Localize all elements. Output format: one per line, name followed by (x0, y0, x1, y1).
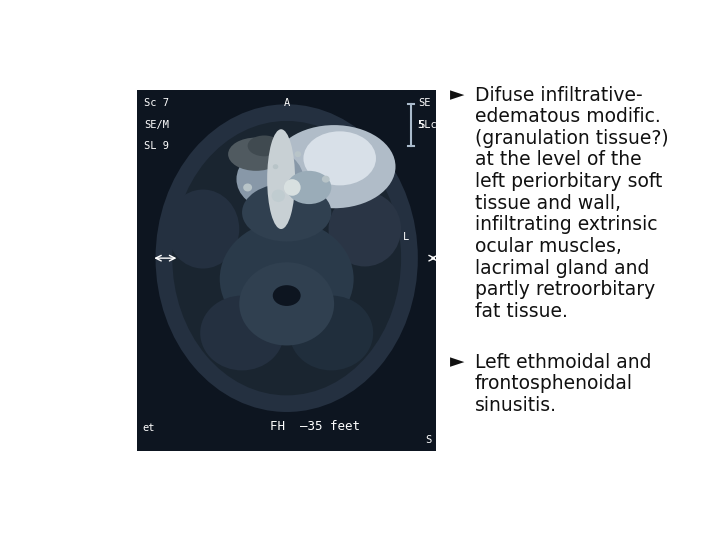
Ellipse shape (284, 179, 301, 196)
Ellipse shape (294, 151, 301, 157)
Text: partly retroorbitary: partly retroorbitary (475, 280, 655, 299)
Text: A: A (284, 98, 290, 108)
Text: ►: ► (450, 353, 464, 372)
Text: SL: SL (418, 120, 431, 130)
Text: SE/M: SE/M (144, 120, 169, 130)
Text: ocular muscles,: ocular muscles, (475, 237, 622, 256)
Text: S: S (426, 435, 431, 445)
Ellipse shape (287, 171, 331, 204)
Ellipse shape (267, 129, 295, 229)
Text: tissue and wall,: tissue and wall, (475, 194, 621, 213)
Ellipse shape (303, 131, 376, 185)
Ellipse shape (273, 125, 395, 208)
Text: 5 cm: 5 cm (418, 120, 443, 130)
Text: SL 9: SL 9 (144, 141, 169, 151)
Text: infiltrating extrinsic: infiltrating extrinsic (475, 215, 657, 234)
Text: (granulation tissue?): (granulation tissue?) (475, 129, 669, 148)
Text: Difuse infiltrative-: Difuse infiltrative- (475, 85, 643, 105)
Text: Left ethmoidal and: Left ethmoidal and (475, 353, 652, 372)
Text: fat tissue.: fat tissue. (475, 302, 568, 321)
Text: et: et (142, 423, 154, 433)
Text: edematous modific.: edematous modific. (475, 107, 661, 126)
Ellipse shape (289, 295, 373, 370)
Ellipse shape (243, 184, 252, 192)
Text: ►: ► (450, 85, 464, 105)
Text: frontosphenoidal: frontosphenoidal (475, 374, 633, 393)
Ellipse shape (228, 138, 284, 171)
Text: left periorbitary soft: left periorbitary soft (475, 172, 662, 191)
Ellipse shape (236, 150, 303, 208)
Text: lacrimal gland and: lacrimal gland and (475, 259, 649, 278)
Ellipse shape (273, 285, 301, 306)
Text: FH  –35 feet: FH –35 feet (269, 420, 359, 433)
Ellipse shape (239, 262, 334, 346)
Ellipse shape (271, 190, 285, 202)
Text: L: L (402, 232, 409, 242)
Ellipse shape (200, 295, 284, 370)
Text: sinusitis.: sinusitis. (475, 396, 557, 415)
Ellipse shape (172, 121, 401, 395)
Ellipse shape (220, 221, 354, 337)
Ellipse shape (273, 164, 279, 169)
Ellipse shape (322, 176, 330, 183)
Text: at the level of the: at the level of the (475, 151, 642, 170)
Ellipse shape (167, 190, 239, 268)
Text: Sc 7: Sc 7 (144, 98, 169, 108)
Ellipse shape (248, 136, 281, 156)
FancyBboxPatch shape (138, 90, 436, 451)
Ellipse shape (156, 104, 418, 412)
Ellipse shape (328, 192, 401, 266)
Text: SE: SE (418, 98, 431, 108)
Ellipse shape (242, 183, 331, 241)
